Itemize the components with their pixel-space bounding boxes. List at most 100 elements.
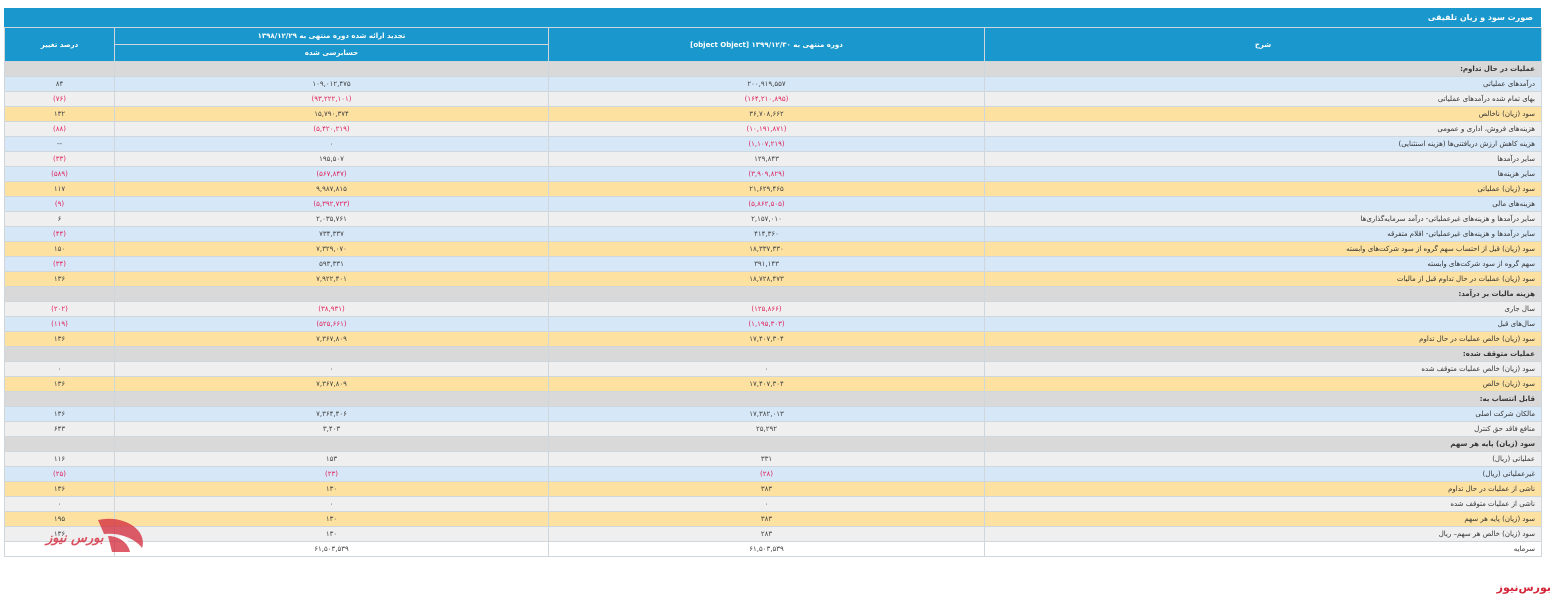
value-change-pct: (۸۸)	[4, 121, 115, 137]
value-change-pct: ۱۱۶	[4, 451, 115, 467]
row-description: هزینه‌های فروش، اداری و عمومی	[984, 121, 1542, 137]
value-change-pct: (۲۰۲)	[4, 301, 115, 317]
value-change-pct: (۲۵)	[4, 466, 115, 482]
row-description: سایر درآمدها	[984, 151, 1542, 167]
row-description: هزینه‌های مالی	[984, 196, 1542, 212]
section-empty-cell	[4, 286, 115, 302]
value-prior-period: ۱۵,۷۹۰,۳۷۴	[114, 106, 549, 122]
value-current-period: (۱,۱۹۵,۳۰۳)	[548, 316, 985, 332]
financial-statement-panel: صورت سود و زیان تلفیقی شرح دوره منتهی به…	[4, 8, 1542, 557]
row-description: سایر درآمدها و هزینه‌های غیرعملیاتی- درآ…	[984, 211, 1542, 227]
statement-row: سایر هزینه‌ها (۳,۹۰۹,۸۲۹) (۵۶۷,۸۴۷) (۵۸۹)	[4, 166, 1542, 182]
row-description: سال جاری	[984, 301, 1542, 317]
value-prior-period: ۰	[114, 496, 549, 512]
value-prior-period: ۷,۹۲۲,۴۰۱	[114, 271, 549, 287]
value-change-pct: (۳۴)	[4, 256, 115, 272]
value-change-pct: (۱۱۹)	[4, 316, 115, 332]
row-description: سایر درآمدها و هزینه‌های غیرعملیاتی- اقل…	[984, 226, 1542, 242]
value-prior-period: ۲,۰۳۵,۷۶۱	[114, 211, 549, 227]
value-change-pct: (۹)	[4, 196, 115, 212]
row-description: سود (زیان) قبل از احتساب سهم گروه از سود…	[984, 241, 1542, 257]
value-prior-period: ۰	[114, 361, 549, 377]
section-label: عملیات متوقف شده:	[984, 346, 1542, 362]
statement-row: ناشی از عملیات در حال تداوم ۳۸۳ ۱۳۰ ۱۳۶	[4, 481, 1542, 497]
value-prior-period: ۷,۳۶۷,۸۰۹	[114, 376, 549, 392]
value-change-pct: ۱۳۶	[4, 271, 115, 287]
value-change-pct: ۱۳۶	[4, 526, 115, 542]
value-prior-period: (۵,۴۲۰,۲۱۹)	[114, 121, 549, 137]
value-current-period: ۶۱,۵۰۳,۵۳۹	[548, 541, 985, 557]
value-prior-period: ۹,۹۸۷,۸۱۵	[114, 181, 549, 197]
value-change-pct: (۳۳)	[4, 151, 115, 167]
statement-row: غیرعملیاتی (ریال) (۲۸) (۲۳) (۲۵)	[4, 466, 1542, 482]
value-change-pct: ۱۳۶	[4, 406, 115, 422]
section-label: عملیات در حال تداوم:	[984, 61, 1542, 77]
value-current-period: ۳۹۱,۱۴۳	[548, 256, 985, 272]
section-empty-cell	[114, 286, 549, 302]
value-current-period: ۳۸۳	[548, 481, 985, 497]
row-description: عملیاتی (ریال)	[984, 451, 1542, 467]
value-prior-period: ۱۳۰	[114, 481, 549, 497]
value-current-period: (۳,۹۰۹,۸۲۹)	[548, 166, 985, 182]
value-current-period: ۱۲۹,۸۴۳	[548, 151, 985, 167]
row-description: سود (زیان) عملیات در حال تداوم قبل از ما…	[984, 271, 1542, 287]
section-header-row: هزینه مالیات بر درآمد:	[4, 286, 1542, 302]
value-prior-period: (۵,۳۹۲,۷۲۳)	[114, 196, 549, 212]
value-change-pct: ۰	[4, 361, 115, 377]
section-empty-cell	[548, 286, 985, 302]
statement-row: سود (زیان) عملیات در حال تداوم قبل از ما…	[4, 271, 1542, 287]
value-prior-period: ۱۹۵,۵۰۷	[114, 151, 549, 167]
logo-wordmark: بورس نیوز	[44, 531, 104, 546]
statement-row: بهای تمام شده درآمدهای عملیاتی (۱۶۴,۲۱۰,۸…	[4, 91, 1542, 107]
row-description: بهای تمام شده درآمدهای عملیاتی	[984, 91, 1542, 107]
value-prior-period: (۹۳,۲۲۲,۱۰۱)	[114, 91, 549, 107]
section-empty-cell	[114, 61, 549, 77]
value-current-period: (۱۰,۱۹۱,۸۷۱)	[548, 121, 985, 137]
value-prior-period: (۵۶۷,۸۴۷)	[114, 166, 549, 182]
value-prior-period: ۷,۳۶۴,۴۰۶	[114, 406, 549, 422]
section-empty-cell	[114, 346, 549, 362]
statement-row: مالکان شرکت اصلی ۱۷,۳۸۲,۰۱۳ ۷,۳۶۴,۴۰۶ ۱۳۶	[4, 406, 1542, 422]
value-change-pct: ۰	[4, 496, 115, 512]
header-period-current: دوره منتهی به ۱۳۹۹/۱۲/۳۰ [object Object]	[548, 27, 985, 62]
income-statement-table: شرح دوره منتهی به ۱۳۹۹/۱۲/۳۰ [object Obj…	[4, 27, 1542, 557]
statement-row: ناشی از عملیات متوقف شده ۰ ۰ ۰	[4, 496, 1542, 512]
statement-row: سهم گروه از سود شرکت‌های وابسته ۳۹۱,۱۴۳ ۵۹…	[4, 256, 1542, 272]
row-description: سود (زیان) عملیاتی	[984, 181, 1542, 197]
row-description: منافع فاقد حق کنترل	[984, 421, 1542, 437]
section-header-row: عملیات در حال تداوم:	[4, 61, 1542, 77]
value-current-period: ۱۸,۷۲۸,۴۷۳	[548, 271, 985, 287]
statement-body: عملیات در حال تداوم: درآمدهای عملیاتی ۲۰۰,…	[4, 61, 1542, 557]
section-label: سود (زیان) پایه هر سهم	[984, 436, 1542, 452]
value-current-period: (۵,۸۶۲,۵۰۵)	[548, 196, 985, 212]
value-change-pct: ۶۴۳	[4, 421, 115, 437]
section-empty-cell	[4, 391, 115, 407]
section-empty-cell	[548, 391, 985, 407]
statement-row: سود (زیان) پایه هر سهم ۳۸۳ ۱۳۰ ۱۹۵	[4, 511, 1542, 527]
section-empty-cell	[548, 61, 985, 77]
row-description: سود (زیان) خالص عملیات متوقف شده	[984, 361, 1542, 377]
value-change-pct: (۴۴)	[4, 226, 115, 242]
value-current-period: ۳۳۱	[548, 451, 985, 467]
value-prior-period: ۱۰۹,۰۱۲,۴۷۵	[114, 76, 549, 92]
section-empty-cell	[4, 436, 115, 452]
value-prior-period: (۳۸,۹۳۱)	[114, 301, 549, 317]
statement-row: سایر درآمدها ۱۲۹,۸۴۳ ۱۹۵,۵۰۷ (۳۳)	[4, 151, 1542, 167]
value-prior-period: ۷,۳۲۹,۰۷۰	[114, 241, 549, 257]
value-prior-period: ۵۹۳,۳۳۱	[114, 256, 549, 272]
statement-row: منافع فاقد حق کنترل ۲۵,۲۹۲ ۳,۴۰۳ ۶۴۳	[4, 421, 1542, 437]
value-prior-period: ۱۳۰	[114, 511, 549, 527]
value-current-period: ۰	[548, 496, 985, 512]
statement-row: سال‌های قبل (۱,۱۹۵,۳۰۳) (۵۲۵,۶۶۱) (۱۱۹)	[4, 316, 1542, 332]
statement-row: سود (زیان) خالص عملیات در حال تداوم ۱۷,۴۰…	[4, 331, 1542, 347]
value-change-pct: (۷۶)	[4, 91, 115, 107]
statement-row: سرمایه ۶۱,۵۰۳,۵۳۹ ۶۱,۵۰۳,۵۳۹	[4, 541, 1542, 557]
row-description: ناشی از عملیات در حال تداوم	[984, 481, 1542, 497]
section-empty-cell	[114, 436, 549, 452]
value-current-period: ۱۷,۴۰۷,۳۰۴	[548, 331, 985, 347]
header-change-pct: درصد تغییر	[4, 27, 115, 62]
row-description: سود (زیان) ناخالص	[984, 106, 1542, 122]
value-prior-period: (۵۲۵,۶۶۱)	[114, 316, 549, 332]
value-change-pct: ۱۳۶	[4, 376, 115, 392]
statement-row: سود (زیان) خالص عملیات متوقف شده ۰ ۰ ۰	[4, 361, 1542, 377]
